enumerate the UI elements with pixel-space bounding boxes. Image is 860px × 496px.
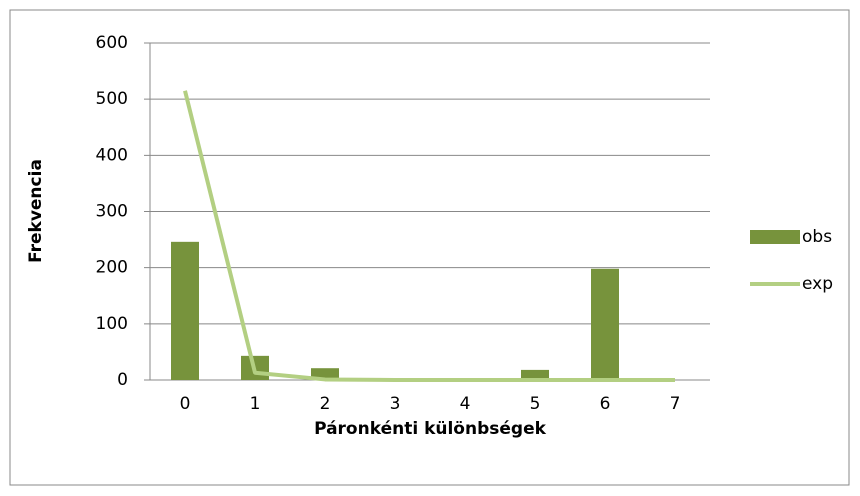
x-tick-label: 5: [530, 394, 541, 414]
chart-frame: [9, 9, 850, 486]
legend-label: exp: [802, 274, 833, 294]
x-tick-label: 1: [250, 394, 261, 414]
y-tick-label: 0: [117, 370, 128, 390]
y-axis-label: Frekvencia: [26, 159, 46, 263]
x-axis-label: Páronkénti különbségek: [314, 419, 547, 439]
x-tick-label: 4: [460, 394, 471, 414]
x-tick-label: 3: [390, 394, 401, 414]
y-tick-label: 300: [96, 202, 128, 222]
x-tick-label: 6: [600, 394, 611, 414]
bar: [591, 268, 619, 380]
legend-label: obs: [802, 227, 832, 247]
legend-swatch: [750, 230, 800, 244]
bar: [171, 241, 199, 380]
bar: [521, 369, 549, 380]
y-tick-label: 400: [96, 145, 128, 165]
y-tick-label: 100: [96, 314, 128, 334]
y-tick-label: 600: [96, 33, 128, 53]
x-tick-label: 7: [670, 394, 681, 414]
line: [183, 90, 675, 382]
y-tick-label: 500: [96, 89, 128, 109]
bar: [311, 368, 339, 380]
y-tick-label: 200: [96, 258, 128, 278]
x-tick-label: 2: [320, 394, 331, 414]
x-tick-label: 0: [180, 394, 191, 414]
